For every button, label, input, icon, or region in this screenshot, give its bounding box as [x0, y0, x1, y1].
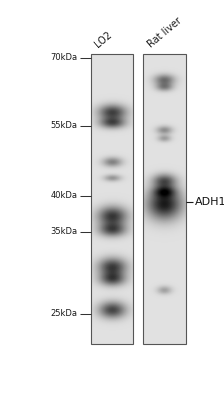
Text: 40kDa: 40kDa [50, 192, 77, 200]
Text: 55kDa: 55kDa [50, 122, 77, 130]
Text: LO2: LO2 [93, 30, 114, 50]
Text: Rat liver: Rat liver [146, 16, 183, 50]
Text: 70kDa: 70kDa [50, 54, 77, 62]
Text: 35kDa: 35kDa [50, 228, 77, 236]
Text: 25kDa: 25kDa [50, 310, 77, 318]
Text: ADH1A: ADH1A [195, 197, 224, 207]
